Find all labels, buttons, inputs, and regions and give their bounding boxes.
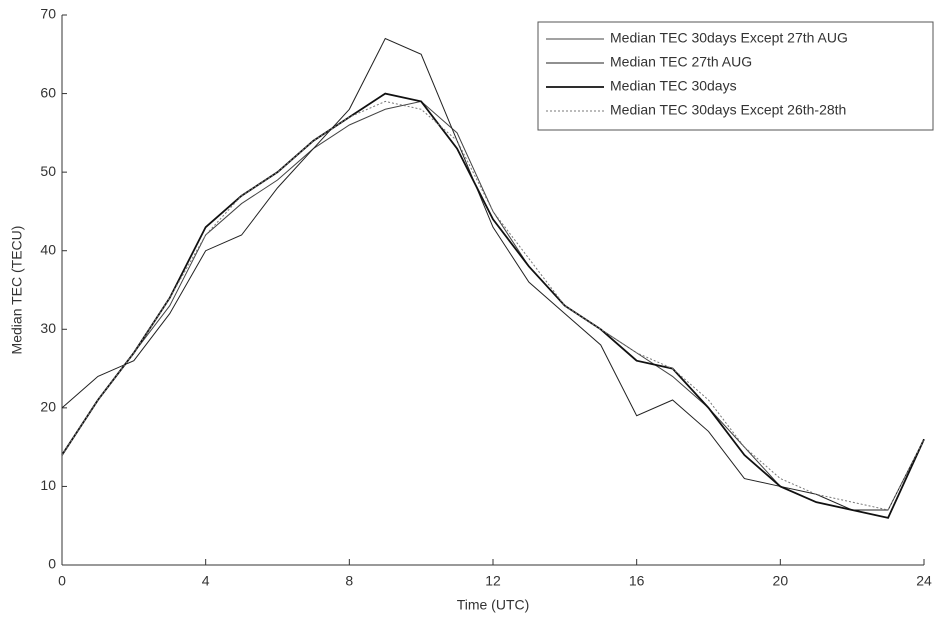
series-line — [61, 92, 925, 519]
y-tick-label: 60 — [40, 84, 56, 100]
y-axis-label: Median TEC (TECU) — [9, 226, 25, 355]
legend-label: Median TEC 30days — [610, 78, 737, 94]
y-tick-label: 10 — [40, 477, 56, 493]
x-tick-label: 20 — [773, 573, 789, 589]
x-tick-label: 0 — [58, 573, 66, 589]
x-tick-label: 16 — [629, 573, 645, 589]
y-tick-label: 70 — [40, 6, 56, 22]
x-axis-label: Time (UTC) — [457, 597, 530, 613]
y-tick-label: 50 — [40, 163, 56, 179]
y-tick-label: 20 — [40, 399, 56, 415]
x-tick-label: 4 — [202, 573, 210, 589]
legend-box — [537, 21, 934, 131]
series-line — [61, 100, 925, 511]
legend-label: Median TEC 30days Except 26th-28th — [610, 102, 846, 118]
y-tick-label: 0 — [48, 556, 56, 572]
series-line — [61, 100, 925, 519]
x-tick-label: 8 — [345, 573, 353, 589]
legend-label: Median TEC 30days Except 27th AUG — [610, 30, 848, 46]
y-tick-label: 40 — [40, 241, 56, 257]
y-tick-label: 30 — [40, 320, 56, 336]
x-tick-label: 24 — [916, 573, 932, 589]
x-tick-label: 12 — [485, 573, 501, 589]
legend-label: Median TEC 27th AUG — [610, 54, 752, 70]
